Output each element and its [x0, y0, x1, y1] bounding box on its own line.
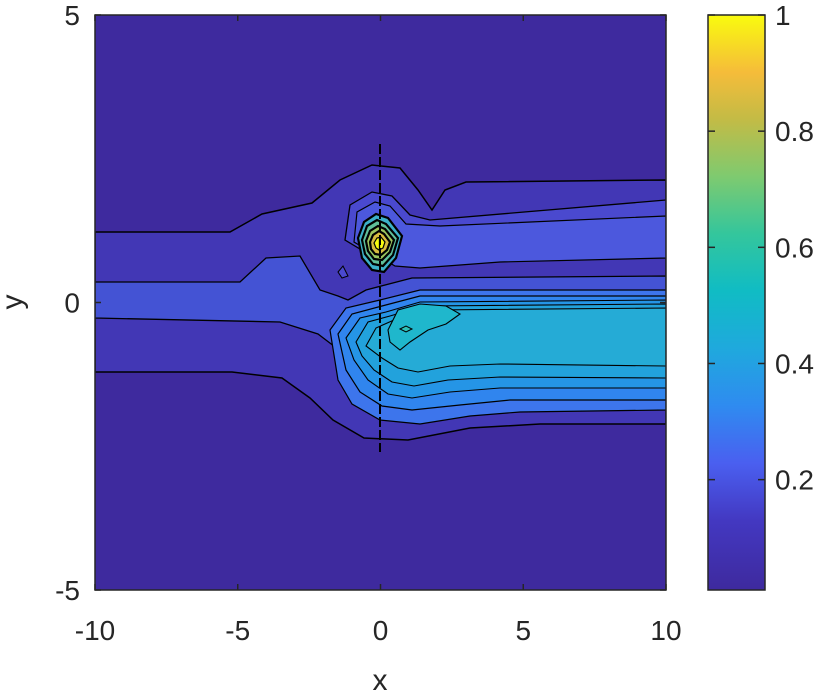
x-tick-label: -5 — [225, 615, 250, 646]
contour-fills — [95, 144, 666, 452]
contour-wake-max — [387, 303, 462, 351]
x-tick-label: 0 — [373, 615, 389, 646]
x-axis-title: x — [373, 664, 388, 696]
colorbar-tick-label: 0.2 — [775, 465, 814, 496]
y-axis-title: y — [0, 295, 29, 310]
colorbar-ticks: 0.2 0.4 0.6 0.8 1 — [708, 0, 814, 496]
contour-wake-inner — [398, 325, 414, 333]
colorbar — [707, 14, 766, 591]
x-tick-label: 10 — [650, 615, 681, 646]
y-axis: -5 0 5 — [55, 0, 666, 606]
y-tick-label: -5 — [55, 575, 80, 606]
contour-band-upper-2 — [353, 201, 666, 269]
colorbar-tick-label: 0.6 — [775, 232, 814, 263]
contour-island — [337, 265, 349, 279]
x-axis: -10 -5 0 5 10 — [75, 15, 682, 646]
x-tick-label: 5 — [515, 615, 531, 646]
y-tick-label: 0 — [64, 288, 80, 319]
colorbar-tick-label: 0.8 — [775, 116, 814, 147]
y-tick-label: 5 — [64, 0, 80, 31]
colorbar-tick-label: 0.4 — [775, 348, 814, 379]
colorbar-tick-label: 1 — [775, 0, 791, 31]
x-tick-label: -10 — [75, 615, 115, 646]
